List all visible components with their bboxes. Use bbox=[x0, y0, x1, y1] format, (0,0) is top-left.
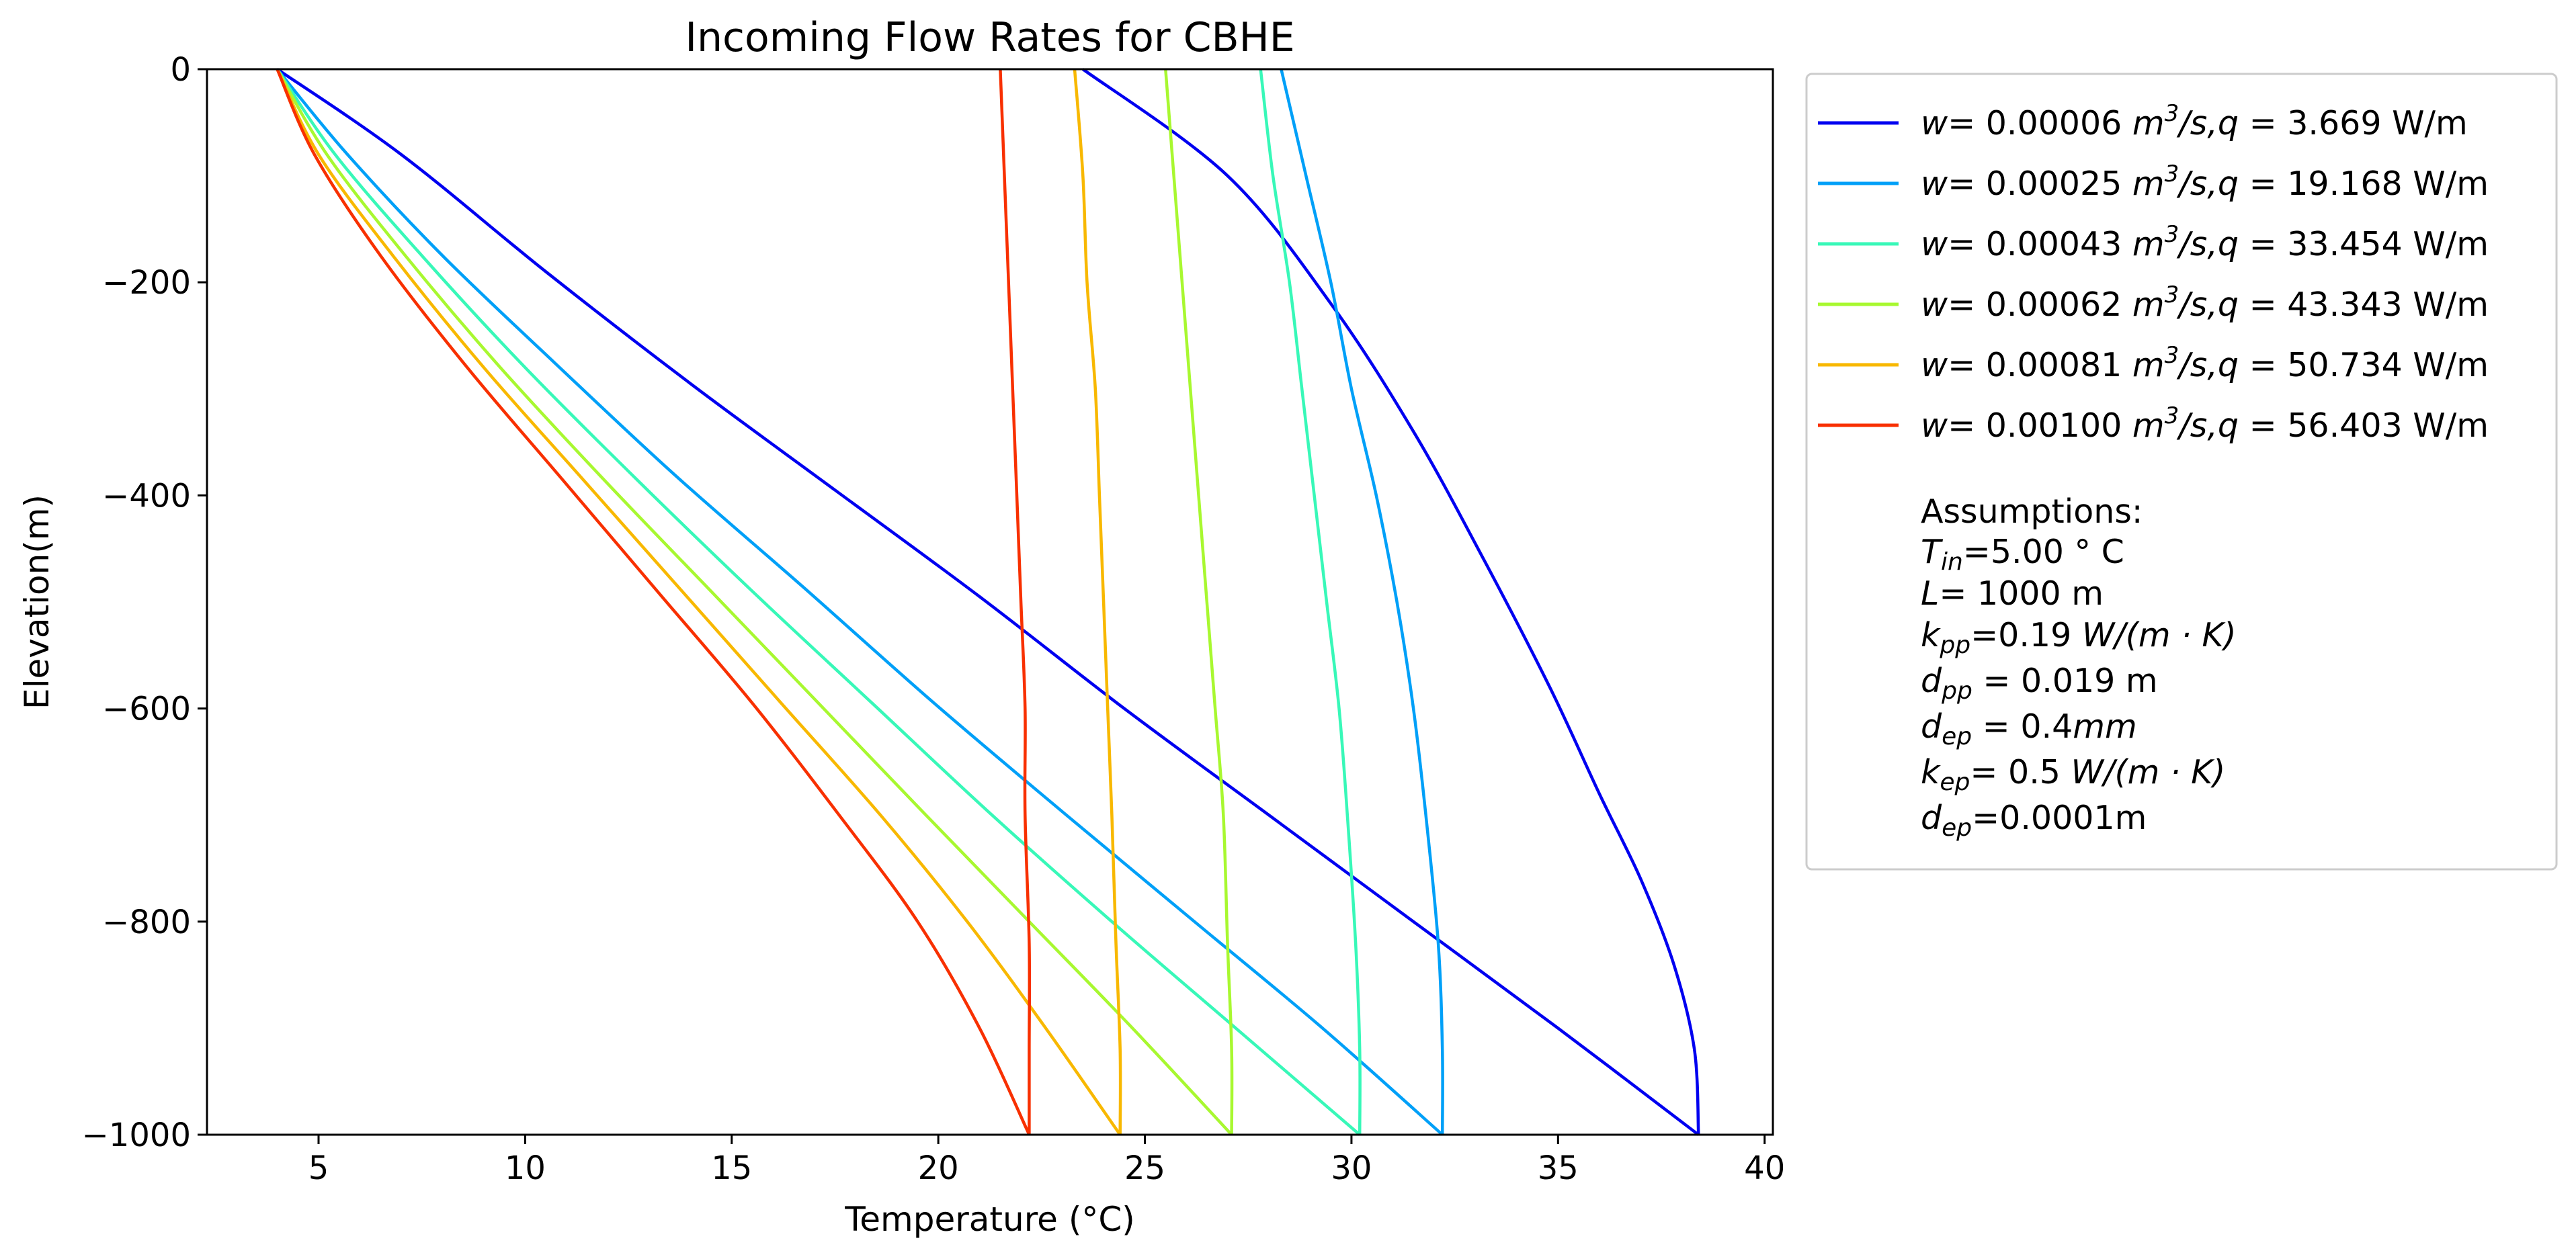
assumption-length: L= 1000 m bbox=[1921, 574, 2104, 613]
y-tick-label: −600 bbox=[102, 691, 191, 728]
legend: w= 0.00006 m3/s,q = 3.669 W/m w= 0.00025 … bbox=[1805, 73, 2558, 871]
assumption-dep-m: dep=0.0001m bbox=[1921, 799, 2147, 842]
series-3-downflow-line bbox=[276, 68, 1361, 1136]
x-tick-label: 40 bbox=[1744, 1149, 1785, 1187]
x-tick-label: 30 bbox=[1331, 1149, 1372, 1187]
legend-label: w= 0.00043 m3/s,q = 33.454 W/m bbox=[1921, 221, 2489, 263]
series-1-upflow-line bbox=[1081, 68, 1700, 1135]
x-tick-label: 35 bbox=[1538, 1149, 1579, 1187]
x-axis-label: Temperature (°C) bbox=[844, 1200, 1135, 1239]
legend-entries: w= 0.00006 m3/s,q = 3.669 W/m w= 0.00025 … bbox=[1818, 100, 2489, 445]
legend-label: w= 0.00006 m3/s,q = 3.669 W/m bbox=[1921, 100, 2468, 142]
assumption-kep: kep= 0.5 W/(m · K) bbox=[1921, 753, 2225, 796]
assumption-dep-mm: dep = 0.4mm bbox=[1921, 707, 2137, 750]
x-tick-label: 10 bbox=[505, 1149, 546, 1187]
y-tick-label: −400 bbox=[102, 477, 191, 515]
x-tick-label: 20 bbox=[918, 1149, 959, 1187]
series-6-downflow-line bbox=[276, 69, 1031, 1135]
assumption-t-in: Tin=5.00 ° C bbox=[1921, 533, 2124, 576]
chart-title: Incoming Flow Rates for CBHE bbox=[685, 14, 1294, 61]
y-tick-label: 0 bbox=[170, 51, 191, 89]
legend-label: w= 0.00062 m3/s,q = 43.343 W/m bbox=[1921, 281, 2489, 324]
series-5-upflow-line bbox=[1073, 69, 1122, 1135]
series-4-downflow-line bbox=[276, 68, 1233, 1136]
x-axis: 5 10 15 20 25 30 35 40 bbox=[308, 1135, 1785, 1187]
y-tick-label: −200 bbox=[102, 264, 191, 302]
series-1-downflow-line bbox=[276, 68, 1700, 1136]
legend-label: w= 0.00100 m3/s,q = 56.403 W/m bbox=[1921, 402, 2489, 445]
plot-lines bbox=[276, 68, 1700, 1136]
x-tick-label: 15 bbox=[711, 1149, 752, 1187]
assumption-kpp: kpp=0.19 W/(m · K) bbox=[1921, 616, 2237, 659]
x-tick-label: 5 bbox=[308, 1149, 329, 1187]
legend-label: w= 0.00081 m3/s,q = 50.734 W/m bbox=[1921, 342, 2489, 384]
series-5-downflow-line bbox=[276, 69, 1122, 1136]
y-axis-label: Elevation(m) bbox=[17, 494, 56, 709]
series-6-upflow-line bbox=[999, 69, 1032, 1135]
y-axis: 0 −200 −400 −600 −800 −1000 bbox=[82, 51, 207, 1154]
y-tick-label: −800 bbox=[102, 904, 191, 941]
series-2-upflow-line bbox=[1280, 69, 1444, 1135]
legend-label: w= 0.00025 m3/s,q = 19.168 W/m bbox=[1921, 161, 2489, 203]
assumption-dpp: dpp = 0.019 m bbox=[1921, 662, 2158, 705]
legend-box bbox=[1805, 73, 2558, 871]
x-tick-label: 25 bbox=[1124, 1149, 1165, 1187]
series-4-upflow-line bbox=[1164, 69, 1234, 1135]
assumptions-heading: Assumptions: bbox=[1921, 492, 2143, 531]
series-2-downflow-line bbox=[276, 68, 1444, 1136]
plot-frame bbox=[206, 68, 1774, 1136]
y-tick-label: −1000 bbox=[82, 1117, 191, 1154]
series-3-upflow-line bbox=[1259, 69, 1362, 1135]
